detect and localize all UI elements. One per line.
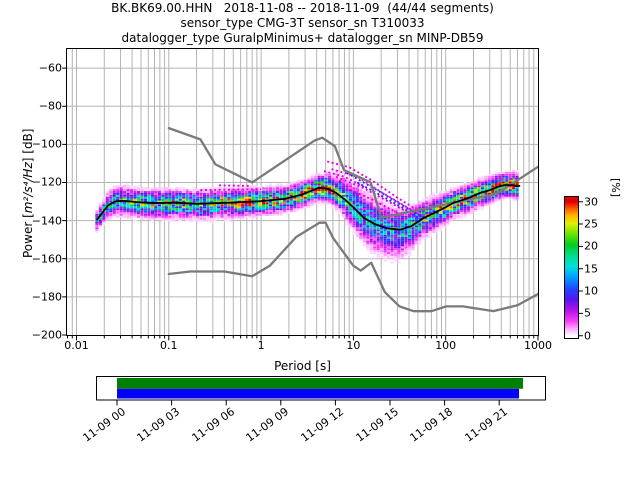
colorbar-label: [%] — [609, 178, 622, 198]
colorbar-tick-label: 25 — [584, 217, 598, 231]
x-tick-label: 1000 — [524, 339, 552, 352]
y-tick-label: −100 — [31, 137, 62, 151]
y-tick-label: −200 — [31, 328, 62, 342]
y-tick-label: −140 — [31, 214, 62, 228]
y-tick-label: −160 — [31, 252, 62, 266]
colorbar-tick-label: 5 — [584, 306, 591, 320]
x-tick-label: 10 — [346, 339, 361, 352]
colorbar-tick-label: 30 — [584, 195, 598, 209]
x-tick-label: 1 — [257, 339, 265, 352]
y-tick-label: −180 — [31, 290, 62, 304]
y-tick-label: −120 — [31, 175, 62, 189]
x-axis-label: Period [s] — [274, 359, 331, 373]
figure-title-line2: sensor_type CMG-3T sensor_sn T310033 — [180, 16, 425, 30]
y-tick-label: −60 — [38, 61, 62, 75]
colorbar-tick-label: 10 — [584, 284, 598, 298]
colorbar-tick-label: 0 — [584, 329, 591, 343]
figure-title-line1: BK.BK69.00.HHN 2018-11-08 -- 2018-11-09 … — [111, 1, 494, 15]
x-tick-label: 100 — [435, 339, 457, 352]
y-tick-label: −80 — [38, 99, 62, 113]
colorbar-tick-label: 15 — [584, 262, 598, 276]
colorbar-tick-label: 20 — [584, 239, 598, 253]
figure-title-line3: datalogger_type GuralpMinimus+ datalogge… — [121, 31, 484, 45]
x-tick-label: 0.01 — [64, 339, 89, 352]
x-tick-label: 0.1 — [160, 339, 178, 352]
